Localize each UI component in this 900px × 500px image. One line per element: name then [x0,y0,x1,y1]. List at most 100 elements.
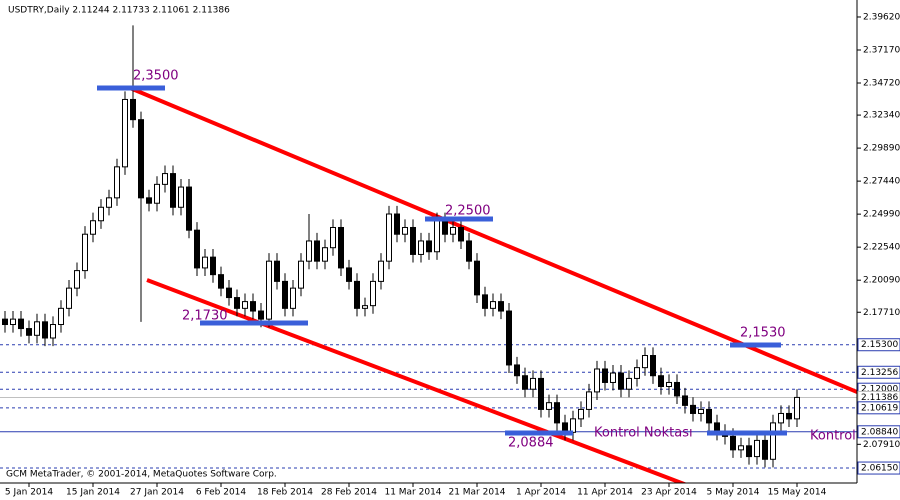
plot-area: 2,3500 2,2500 2,1730 2,1530 2,0884 Kontrol No… [0,25,900,483]
candle-body [98,206,104,222]
candle-body [210,256,216,276]
candle-body [290,287,296,309]
x-tick-label: 6 Feb 2014 [196,488,247,498]
candle-body [754,439,760,458]
candle-body [634,367,640,379]
x-tick-label: 23 Apr 2014 [641,488,697,498]
candle-body [746,445,752,458]
level-label-box [857,365,900,379]
level-label: 2.10619 [861,403,898,413]
candle-body [66,287,72,309]
level-label: 2.13256 [861,368,898,378]
trend-line [129,86,857,395]
candle-body [658,375,664,388]
level-label: 2.11386 [861,393,898,403]
level-label: 2.08840 [861,427,898,437]
candle-body [242,301,248,309]
level-label-box [857,425,900,439]
candle-body [58,307,64,326]
candle-body [274,260,280,282]
y-tick-label: 2.32340 [863,111,900,121]
candle-body [706,408,712,424]
candle-body [610,372,616,383]
candle-body [346,267,352,282]
x-tick-label: 27 Jan 2014 [130,488,184,498]
level-label: 2.06150 [861,464,898,474]
candle-body [258,310,264,320]
candle-body [42,321,48,339]
y-tick-label: 2.34720 [863,79,900,89]
candle-body [546,402,552,410]
candle-body [186,186,192,231]
candle-body [698,408,704,414]
candle-body [474,260,480,296]
candle-body [530,377,536,390]
annotation: 2,2500 [445,204,491,219]
candle-body [162,173,168,185]
y-tick-label: 2.17710 [863,308,900,318]
candle-body [594,368,600,393]
candle-body [650,355,656,377]
candle-body [306,240,312,262]
level-label: 2.12000 [861,385,898,395]
candle-body [114,166,120,199]
candle-body [170,173,176,208]
candle-body [442,220,448,235]
candle-body [282,280,288,309]
candle-body [762,439,768,460]
candle-body [130,98,136,121]
candle-body [618,372,624,390]
candle-body [146,197,152,204]
candle-body [362,305,368,309]
candle-body [74,270,80,289]
candle-body [106,197,112,208]
candle-body [786,412,792,420]
candle-body [506,310,512,366]
candle-body [2,318,8,326]
level-label-box [857,461,900,475]
candle-body [434,220,440,253]
candle-body [122,98,128,168]
trend-line [146,278,688,483]
y-tick-label: 2.37170 [863,45,900,55]
x-tick-label: 11 Mar 2014 [384,488,441,498]
candle-body [250,301,256,312]
y-tick-label: 2.27440 [863,177,900,187]
y-tick-label: 2.24990 [863,210,900,220]
x-tick-label: 5 Jan 2014 [5,488,53,498]
candle-body [482,294,488,309]
x-tick-label: 21 Mar 2014 [448,488,505,498]
candle-body [226,287,232,299]
candle-body [666,381,672,388]
candle-body [314,240,320,262]
x-tick-label: 28 Feb 2014 [321,488,377,498]
candle-body [490,301,496,309]
x-tick-label: 18 Feb 2014 [257,488,313,498]
annotation: 2,3500 [133,69,179,84]
candle-body [370,280,376,307]
y-tick-label: 2.29890 [863,144,900,154]
level-label: 2.15300 [861,340,898,350]
footer: GCM MetaTrader, © 2001-2014, MetaQuotes … [6,470,277,480]
candle-body [338,226,344,269]
annotation: 2,1530 [740,326,786,341]
candle-body [674,381,680,397]
candle-body [322,247,328,262]
candle-body [394,213,400,235]
y-tick-label: 2.20090 [863,276,900,286]
annotation: Kontrol Noktası [594,426,693,441]
candle-body [90,220,96,235]
candle-body [570,418,576,433]
x-tick-label: 15 Jan 2014 [66,488,120,498]
y-tick-label: 2.07910 [863,440,900,450]
chart-title: USDTRY,Daily 2.11244 2.11733 2.11061 2.1… [8,6,230,16]
y-tick-label: 2.22540 [863,243,900,253]
candle-body [522,375,528,390]
x-tick-label: 1 Apr 2014 [516,488,566,498]
x-tick-label: 11 Apr 2014 [577,488,633,498]
candle-body [218,274,224,289]
candle-body [202,256,208,269]
annotation: Kontrol Noktası [810,429,900,444]
x-tick-label: 5 May 2014 [707,488,760,498]
